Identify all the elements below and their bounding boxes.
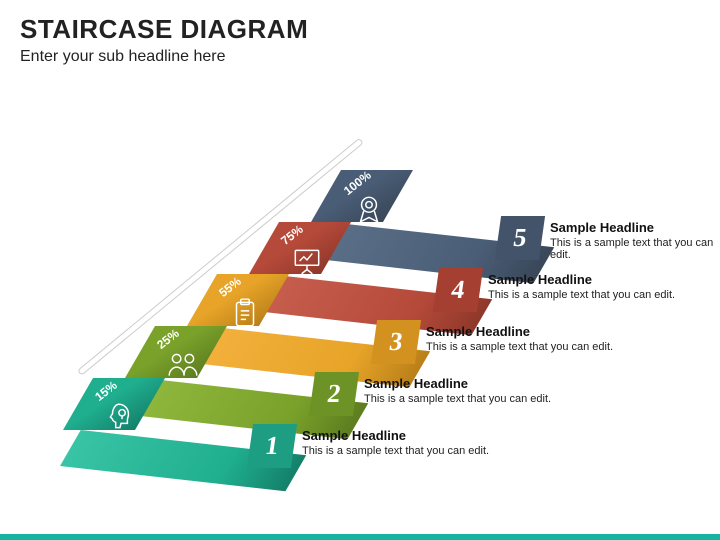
users-icon [166,348,200,382]
step-5-number: 5 [511,223,528,253]
step-2-headline: Sample Headline [364,376,551,391]
step-5-headline: Sample Headline [550,220,720,235]
footer-accent-bar [0,534,720,540]
step-4-body: This is a sample text that you can edit. [488,289,675,301]
step-3-number-badge: 3 [371,320,421,364]
step-2-number: 2 [325,379,342,409]
step-2-body: This is a sample text that you can edit. [364,393,551,405]
step-1-body: This is a sample text that you can edit. [302,445,489,457]
step-3-text: Sample Headline This is a sample text tha… [426,324,613,353]
step-5-number-badge: 5 [495,216,545,260]
step-4-text: Sample Headline This is a sample text tha… [488,272,675,301]
step-4-number-badge: 4 [433,268,483,312]
step-3-headline: Sample Headline [426,324,613,339]
step-3-body: This is a sample text that you can edit. [426,341,613,353]
step-1-number-badge: 1 [247,424,297,468]
step-4-headline: Sample Headline [488,272,675,287]
head-bulb-icon [104,400,138,434]
page-subtitle: Enter your sub headline here [20,48,225,66]
staircase-diagram: 1 Sample Headline This is a sample text th… [0,70,720,530]
step-1-headline: Sample Headline [302,428,489,443]
presentation-icon [290,244,324,278]
step-2-number-badge: 2 [309,372,359,416]
page-title: STAIRCASE DIAGRAM [20,14,308,45]
step-4-number: 4 [449,275,466,305]
clipboard-icon [228,296,262,330]
step-1-text: Sample Headline This is a sample text tha… [302,428,489,457]
step-5-body: This is a sample text that you can edit. [550,237,720,261]
medal-icon [352,192,386,226]
step-3-number: 3 [387,327,404,357]
step-1-number: 1 [263,431,280,461]
step-2-text: Sample Headline This is a sample text tha… [364,376,551,405]
step-5-text: Sample Headline This is a sample text tha… [550,220,720,261]
